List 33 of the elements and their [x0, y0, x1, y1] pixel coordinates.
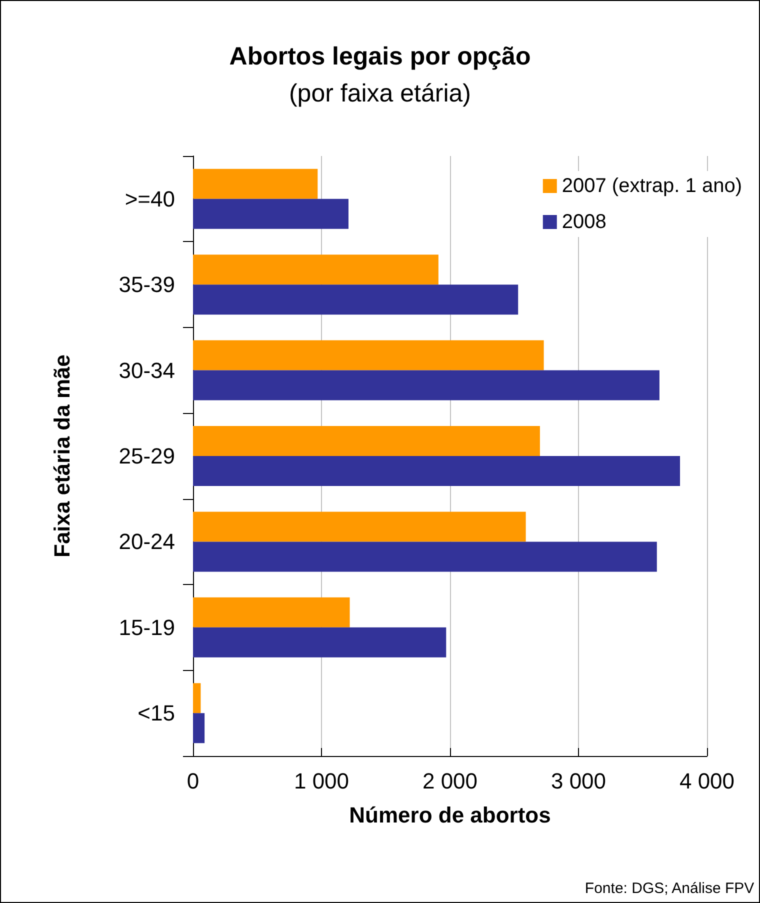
legend-label: 2008	[562, 211, 606, 233]
bar	[193, 284, 518, 315]
bar	[193, 456, 680, 486]
x-tick-label: 4 000	[679, 768, 735, 794]
bar	[193, 683, 201, 714]
chart-subtitle: (por faixa etária)	[288, 80, 472, 108]
bar	[193, 627, 446, 658]
x-axis-title: Número de abortos	[349, 802, 551, 828]
x-tick-label: 1 000	[294, 768, 350, 794]
bar	[193, 370, 660, 400]
bar	[193, 254, 438, 285]
bar	[193, 426, 540, 456]
bar	[193, 198, 348, 229]
bar	[193, 542, 657, 572]
x-tick-label: 0	[186, 768, 200, 794]
y-tick-label: 30-34	[118, 358, 175, 383]
y-tick-label: <15	[138, 700, 175, 726]
chart-title: Abortos legais por opção	[229, 42, 531, 70]
legend-label: 2007 (extrap. 1 ano)	[562, 175, 742, 197]
y-axis-title: Faixa etária da mãe	[50, 354, 74, 558]
bar	[193, 168, 318, 199]
bar	[193, 713, 205, 744]
y-tick-label: 25-29	[118, 444, 175, 468]
y-tick-label: 35-39	[118, 272, 175, 298]
source-note: Fonte: DGS; Análise FPV	[584, 880, 754, 897]
bar	[193, 340, 544, 370]
bar	[193, 512, 526, 542]
y-tick-label: 15-19	[118, 614, 175, 640]
y-tick-label: >=40	[124, 186, 175, 212]
x-tick-label: 2 000	[422, 768, 478, 794]
bar	[193, 597, 350, 628]
y-tick-label: 20-24	[118, 529, 175, 554]
x-tick-label: 3 000	[550, 768, 606, 794]
